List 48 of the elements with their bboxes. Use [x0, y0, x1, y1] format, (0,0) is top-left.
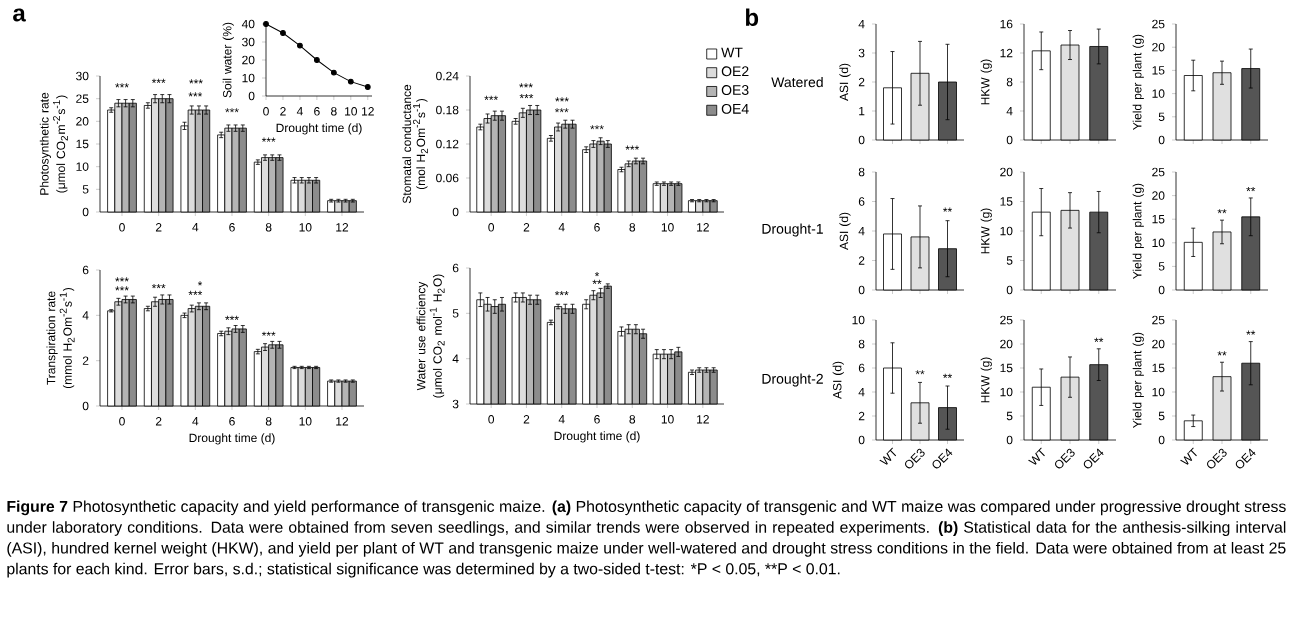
- bar: [114, 301, 123, 407]
- bar: [231, 328, 240, 407]
- bar: [297, 367, 306, 407]
- bar: [596, 140, 605, 213]
- point: [297, 42, 303, 49]
- bar: [268, 344, 277, 407]
- bar: [224, 127, 233, 213]
- bar: [231, 127, 240, 213]
- bar: [554, 126, 563, 213]
- point: [347, 78, 354, 85]
- point: [263, 21, 269, 27]
- bar: [483, 118, 492, 213]
- bar: [304, 367, 313, 407]
- bar: [187, 308, 196, 407]
- bar: [261, 346, 270, 407]
- bar: [224, 330, 233, 407]
- bar: [631, 160, 640, 213]
- text: b: [745, 8, 759, 27]
- bar: [667, 183, 676, 213]
- bar: [526, 109, 535, 213]
- bar: [121, 102, 130, 213]
- point: [313, 57, 320, 63]
- bar: [702, 200, 711, 213]
- bar: [624, 163, 633, 213]
- bar: [261, 157, 270, 213]
- bar: [561, 123, 570, 213]
- bar: [490, 115, 499, 213]
- bar: [297, 179, 306, 213]
- bar: [194, 109, 203, 213]
- bar: [158, 299, 167, 407]
- bar: [341, 380, 350, 407]
- bar: [659, 183, 668, 213]
- point: [364, 84, 371, 90]
- bar: [158, 98, 167, 213]
- bar: [518, 112, 527, 213]
- bar: [114, 102, 123, 213]
- bar: [589, 143, 598, 213]
- bar: [151, 98, 160, 213]
- bar: [194, 305, 203, 407]
- bar: [695, 200, 704, 213]
- point: [280, 30, 286, 36]
- bar: [187, 109, 196, 213]
- bar: [268, 157, 277, 213]
- text: a: [13, 8, 26, 22]
- point: [330, 69, 337, 76]
- bar: [334, 380, 343, 407]
- bar: [121, 299, 130, 407]
- bar: [151, 301, 160, 407]
